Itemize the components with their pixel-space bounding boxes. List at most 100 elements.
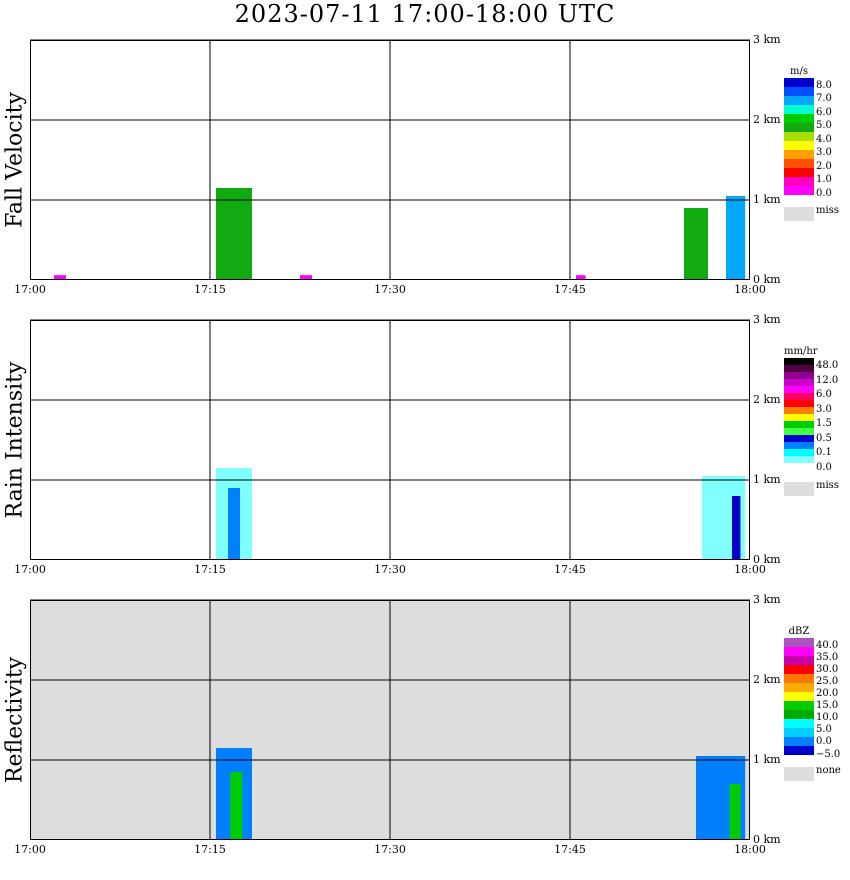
legend-swatch [784,168,814,177]
time-tick-label: 17:45 [554,843,586,856]
height-tick-label: 2 km [753,673,781,686]
legend-miss-label: miss [816,480,839,491]
legend-label: 48.0 [816,360,839,371]
legend-swatch [784,674,814,683]
legend-label: 0.0 [816,461,832,473]
reflectivity-panel: Reflectivity dBZ 40.0 35.0 30.0 25.0 20.0 15.0… [0,593,850,880]
echo-feature-5 [576,275,586,280]
legend-swatch [784,141,814,150]
legend-swatch [784,407,814,414]
legend-swatch [784,656,814,665]
echo-feature-1 [228,488,240,560]
time-tick-label: 17:30 [374,563,406,576]
legend-swatch [784,414,814,421]
time-tick-label: 17:45 [554,283,586,296]
legend-swatch [784,665,814,674]
legend-label: 1.5 [816,418,832,430]
legend-label: 12.0 [816,374,839,386]
legend-swatch [784,105,814,114]
time-tick-label: 17:15 [194,843,226,856]
time-tick-label: 18:00 [734,283,766,296]
legend-label: 15.0 [816,700,839,712]
echo-feature-3 [729,784,741,840]
legend-label: 25.0 [816,676,839,688]
echo-feature-0 [216,188,252,280]
legend-unit: dBZ [788,626,810,637]
height-tick-label: 3 km [753,593,781,606]
height-tick-label: 0 km [753,553,781,566]
legend-label: 8.0 [816,80,832,91]
legend-label: 0.1 [816,447,832,459]
legend-label: 40.0 [816,640,839,651]
height-tick-label: 1 km [753,473,781,486]
legend-swatch [784,692,814,701]
fall-velocity-ylabel: Fall Velocity [2,92,28,228]
legend-label: 6.0 [816,106,832,118]
height-tick-label: 0 km [753,273,781,286]
legend-swatch [784,710,814,719]
legend-label: 5.0 [816,724,832,736]
legend-swatch [784,87,814,96]
legend-unit: m/s [790,66,808,77]
legend-swatch [784,379,814,386]
legend-swatch [784,114,814,123]
plot-frame [30,40,750,280]
legend-label: 0.0 [816,187,832,199]
legend-miss-swatch [784,482,814,496]
time-tick-label: 17:00 [14,843,46,856]
legend-swatch [784,428,814,435]
legend-swatch [784,442,814,449]
legend-unit: mm/hr [784,346,818,357]
legend-label: 3.0 [816,147,832,159]
time-tick-label: 18:00 [734,843,766,856]
legend-swatch [784,737,814,746]
rain-intensity-ylabel: Rain Intensity [2,361,28,519]
legend-swatch [784,683,814,692]
legend-swatch [784,456,814,463]
legend-swatch [784,372,814,379]
legend-swatch [784,150,814,159]
height-tick-label: 1 km [753,753,781,766]
legend-label: 2.0 [816,160,832,172]
plot-frame [30,320,750,560]
height-tick-label: 0 km [753,833,781,846]
legend-label: 6.0 [816,389,832,401]
echo-feature-2 [726,196,746,280]
legend-miss-swatch [784,767,814,781]
echo-feature-1 [230,772,243,840]
time-tick-label: 17:45 [554,563,586,576]
legend-label: −5.0 [816,748,841,760]
legend-label: 20.0 [816,688,839,700]
plot-frame [30,600,750,840]
legend-swatch [784,746,814,755]
echo-feature-3 [732,496,741,560]
legend-swatch [784,159,814,168]
legend-swatch [784,96,814,105]
legend-swatch [784,78,814,87]
time-tick-label: 17:30 [374,843,406,856]
legend-swatch [784,728,814,737]
time-tick-label: 18:00 [734,563,766,576]
legend-swatch [784,719,814,728]
time-tick-label: 17:00 [14,283,46,296]
legend-swatch [784,421,814,428]
legend-swatch [784,386,814,393]
reflectivity-ylabel: Reflectivity [2,656,28,784]
legend-swatch [784,638,814,647]
time-tick-label: 17:30 [374,283,406,296]
rain-intensity-panel: Rain Intensity mm/hr 48.0 12.0 6.0 3.0 1.5 0.5… [0,313,850,600]
height-tick-label: 1 km [753,193,781,206]
height-tick-label: 3 km [753,313,781,326]
legend-label: 0.0 [816,736,832,748]
legend-miss-label: miss [816,205,839,216]
legend-swatch [784,393,814,400]
page-title: 2023-07-11 17:00-18:00 UTC [234,0,616,28]
legend-swatch [784,123,814,132]
legend-label: 7.0 [816,93,832,105]
time-tick-label: 17:15 [194,563,226,576]
time-tick-label: 17:00 [14,563,46,576]
legend-swatch [784,132,814,141]
legend-swatch [784,435,814,442]
legend-swatch [784,701,814,710]
legend-swatch [784,177,814,186]
